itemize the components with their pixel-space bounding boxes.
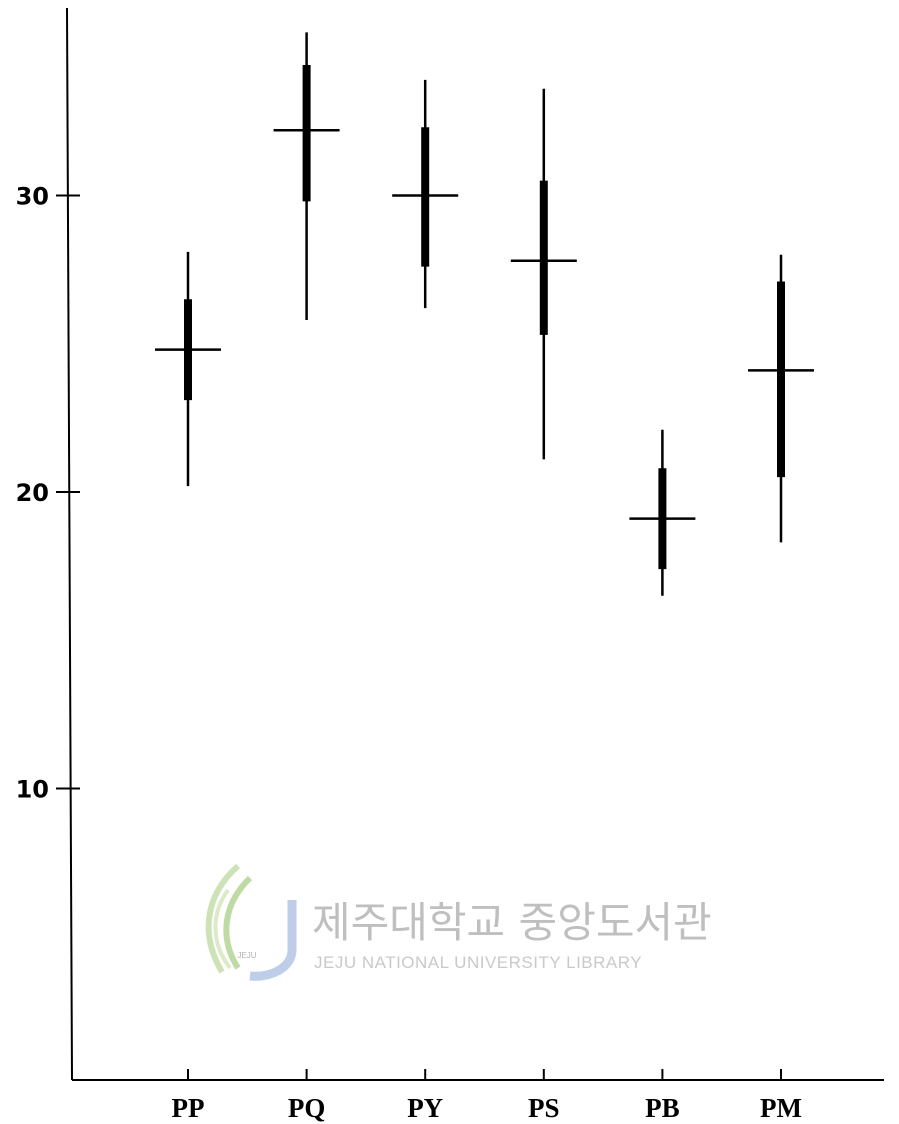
watermark-english-text: JEJU NATIONAL UNIVERSITY LIBRARY <box>314 953 642 972</box>
y-axis <box>66 7 73 1081</box>
boxes <box>155 32 814 596</box>
y-tick-label: 30 <box>16 183 49 211</box>
y-ticks: 10 20 30 <box>16 183 80 804</box>
box-ps <box>510 88 577 460</box>
box-pb <box>629 429 696 596</box>
x-tick-label: PM <box>760 1093 802 1123</box>
y-tick-label: 20 <box>16 479 49 507</box>
x-tick-label: PY <box>407 1093 443 1123</box>
watermark-korean-text: 제주대학교 중앙도서관 <box>312 898 712 947</box>
box-py <box>392 79 459 309</box>
x-tick-label: PB <box>645 1093 680 1123</box>
box-pp <box>155 251 221 487</box>
x-tick-label: PS <box>528 1093 560 1123</box>
watermark-logo-text: JEJU <box>237 951 256 960</box>
y-tick-label: 10 <box>16 776 49 804</box>
box-pm <box>748 254 814 543</box>
x-tick-label: PQ <box>288 1093 326 1123</box>
x-tick-label: PP <box>172 1093 205 1123</box>
box-pq <box>273 32 340 321</box>
x-ticks: PP PQ PY PS PB PM <box>172 1069 802 1123</box>
watermark: JEJU 제주대학교 중앙도서관 JEJU NATIONAL UNIVERSIT… <box>205 863 712 981</box>
watermark-logo-icon: JEJU <box>205 863 297 981</box>
